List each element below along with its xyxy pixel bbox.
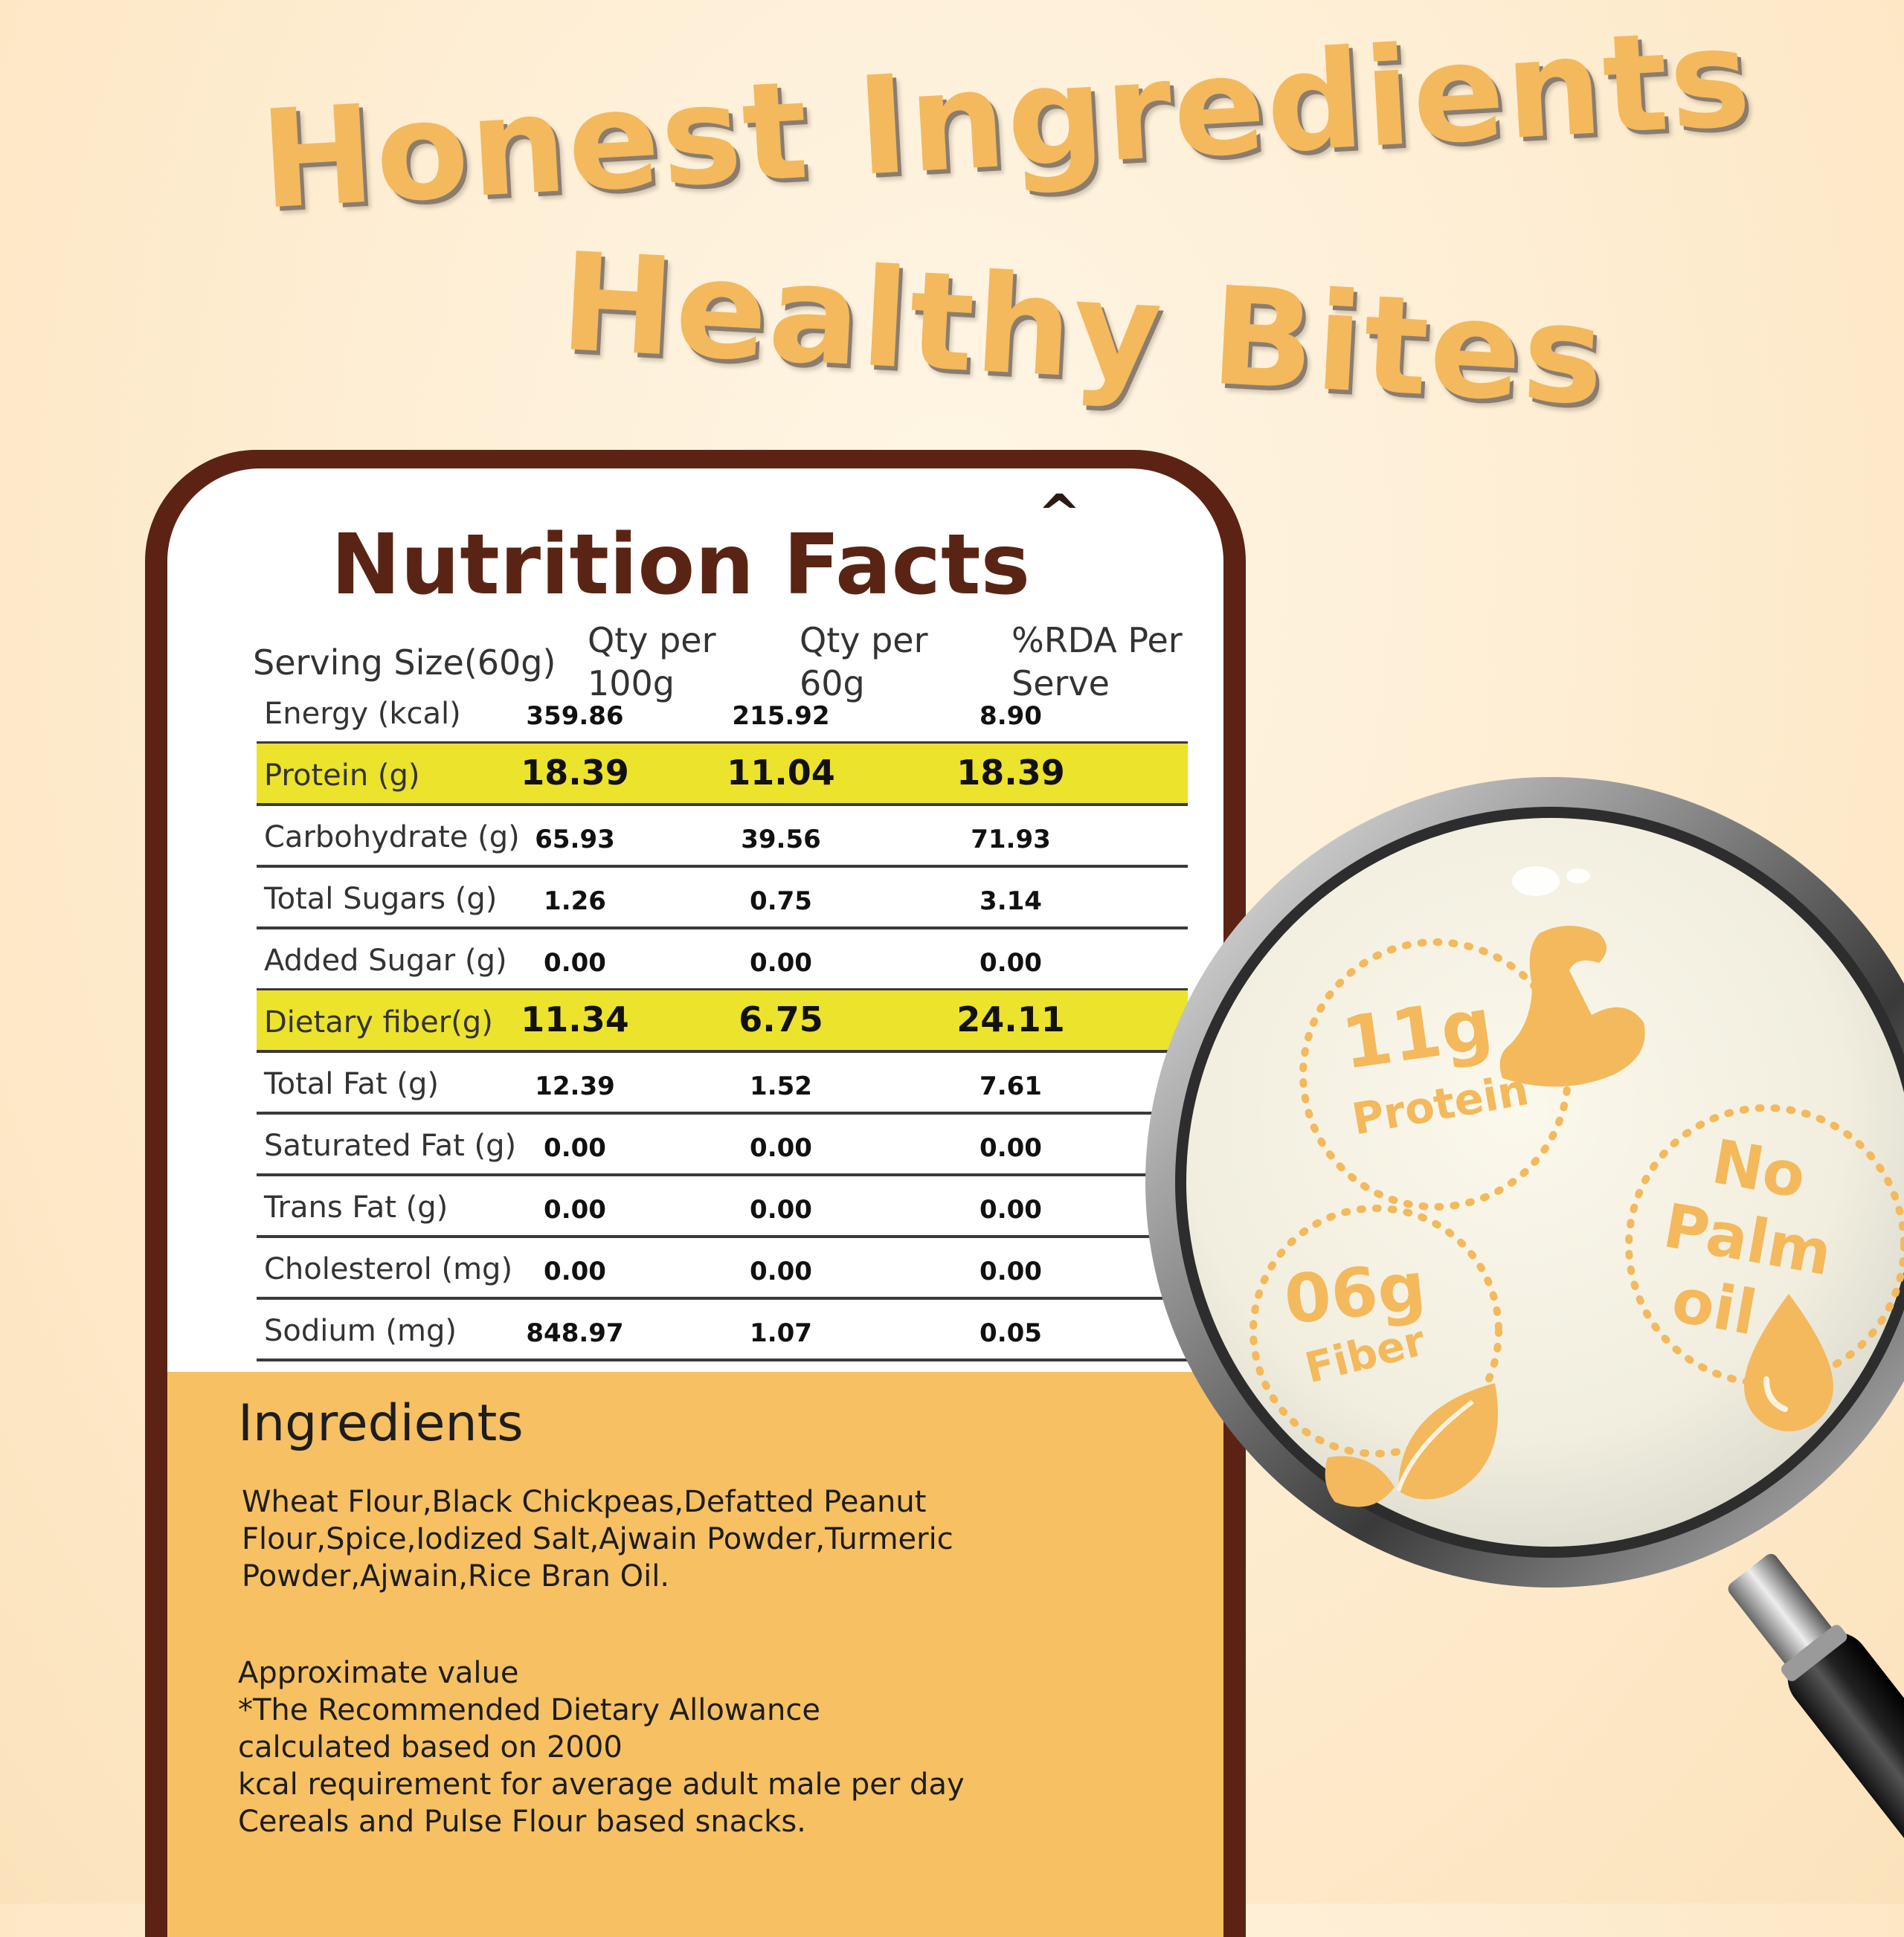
header-rda: %RDA Per Serve: [1012, 620, 1183, 703]
value-per-100g: 12.39: [535, 1071, 615, 1101]
flexed-arm-icon: [1499, 926, 1645, 1087]
value-per-100g: 848.97: [526, 1318, 624, 1348]
ingredients-title: Ingredients: [238, 1394, 524, 1453]
nutrient-name: Carbohydrate (g): [264, 820, 520, 854]
palm-line-3: oil: [1667, 1265, 1761, 1349]
nutrition-card-inner: ^ Nutrition Facts Serving Size(60g) Qty …: [167, 468, 1223, 1937]
value-rda: 0.00: [980, 1195, 1042, 1225]
nutrient-name: Added Sugar (g): [264, 944, 507, 978]
value-per-100g: 0.00: [544, 1257, 606, 1286]
nutrient-name: Protein (g): [264, 758, 420, 793]
leaf-icon: [1325, 1383, 1498, 1507]
nutrient-name: Energy (kcal): [264, 697, 461, 731]
nutrition-row: Sodium (mg) 848.97 1.07 0.05: [257, 1299, 1188, 1361]
nutrition-row: Energy (kcal) 359.86 215.92 8.90: [257, 682, 1188, 744]
note-line: Approximate value: [238, 1656, 519, 1690]
value-per-60g: 39.56: [741, 825, 821, 854]
palm-line-1: No: [1707, 1127, 1811, 1212]
nutrient-name: Dietary fiber(g): [264, 1005, 493, 1040]
notes-block: Approximate value *The Recommended Dieta…: [238, 1654, 1093, 1840]
note-line: *The Recommended Dietary Allowance: [238, 1693, 820, 1727]
headline-line-1: Honest Ingredients: [257, 0, 1756, 239]
value-per-100g: 18.39: [521, 752, 629, 793]
value-per-60g: 11.04: [727, 752, 835, 793]
value-rda: 3.14: [980, 886, 1042, 916]
value-per-60g: 0.00: [750, 1133, 812, 1163]
nutrient-name: Sodium (mg): [264, 1314, 457, 1348]
value-per-100g: 0.00: [544, 1133, 606, 1163]
headline: Honest Ingredients Healthy Bites: [0, 0, 1904, 435]
nutrition-card: ^ Nutrition Facts Serving Size(60g) Qty …: [145, 450, 1246, 1937]
value-per-60g: 1.07: [750, 1318, 812, 1348]
note-line: calculated based on 2000: [238, 1730, 623, 1764]
nutrition-row: Protein (g) 18.39 11.04 18.39: [257, 744, 1188, 806]
ingredients-panel: Ingredients Wheat Flour,Black Chickpeas,…: [167, 1372, 1223, 1937]
header-qty-100g: Qty per 100g: [588, 620, 716, 703]
header-serving-size: Serving Size(60g): [253, 642, 556, 683]
caret-mark: ^: [1038, 483, 1081, 544]
nutrition-title: Nutrition Facts: [330, 517, 1031, 613]
note-line: kcal requirement for average adult male …: [238, 1767, 965, 1802]
value-per-60g: 215.92: [732, 701, 830, 731]
nutrition-row: Saturated Fat (g) 0.00 0.00 0.00: [257, 1114, 1188, 1176]
fiber-amount: 06g: [1281, 1248, 1429, 1340]
value-per-60g: 0.00: [750, 1257, 812, 1286]
nutrient-name: Cholesterol (mg): [264, 1252, 513, 1286]
header-qty-60g: Qty per 60g: [800, 620, 928, 703]
value-rda: 8.90: [980, 701, 1042, 731]
value-per-100g: 1.26: [544, 886, 606, 916]
value-per-100g: 0.00: [544, 1195, 606, 1225]
nutrient-name: Total Sugars (g): [264, 882, 498, 916]
nutrient-name: Saturated Fat (g): [264, 1129, 517, 1163]
value-per-100g: 11.34: [521, 999, 629, 1040]
magnifier-lens: [1186, 818, 1904, 1547]
value-per-60g: 6.75: [739, 999, 823, 1040]
nutrition-row: Total Fat (g) 12.39 1.52 7.61: [257, 1052, 1188, 1115]
value-rda: 0.00: [980, 1133, 1042, 1163]
nutrition-row: Cholesterol (mg) 0.00 0.00 0.00: [257, 1237, 1188, 1300]
nutrition-row: Added Sugar (g) 0.00 0.00 0.00: [257, 929, 1188, 991]
nutrition-row: Trans Fat (g) 0.00 0.00 0.00: [257, 1176, 1188, 1238]
drop-icon: [1744, 1294, 1833, 1431]
nutrition-row: Total Sugars (g) 1.26 0.75 3.14: [257, 867, 1188, 929]
table-header: Serving Size(60g) Qty per 100g Qty per 6…: [253, 619, 1194, 715]
value-per-100g: 65.93: [535, 825, 615, 854]
headline-line-2: Healthy Bites: [556, 223, 1609, 436]
ingredients-text: Wheat Flour,Black Chickpeas,Defatted Pea…: [242, 1485, 953, 1593]
value-rda: 71.93: [971, 825, 1051, 854]
nutrition-row: Carbohydrate (g) 65.93 39.56 71.93: [257, 805, 1188, 868]
value-per-100g: 0.00: [544, 948, 606, 978]
value-rda: 0.00: [980, 948, 1042, 978]
value-per-60g: 1.52: [750, 1071, 812, 1101]
nutrition-row: Dietary fiber(g) 11.34 6.75 24.11: [257, 990, 1188, 1053]
protein-amount: 11g: [1337, 982, 1497, 1086]
nutrient-name: Total Fat (g): [264, 1067, 439, 1101]
magnifier-icon: 11g Protein No Palm oil 06g Fiber: [1145, 777, 1904, 1858]
value-per-60g: 0.75: [750, 886, 812, 916]
value-per-60g: 0.00: [750, 1195, 812, 1225]
value-rda: 24.11: [956, 999, 1065, 1040]
value-rda: 0.00: [980, 1257, 1042, 1286]
value-rda: 7.61: [980, 1071, 1042, 1101]
palm-oil-badge: No Palm oil: [1625, 1104, 1904, 1431]
nutrient-name: Trans Fat (g): [264, 1190, 448, 1225]
note-line: Cereals and Pulse Flour based snacks.: [238, 1805, 806, 1839]
value-per-60g: 0.00: [750, 948, 812, 978]
value-rda: 18.39: [956, 752, 1065, 793]
value-per-100g: 359.86: [526, 701, 624, 731]
value-rda: 0.05: [980, 1318, 1042, 1348]
magnifier-handle: [1728, 1553, 1904, 1858]
